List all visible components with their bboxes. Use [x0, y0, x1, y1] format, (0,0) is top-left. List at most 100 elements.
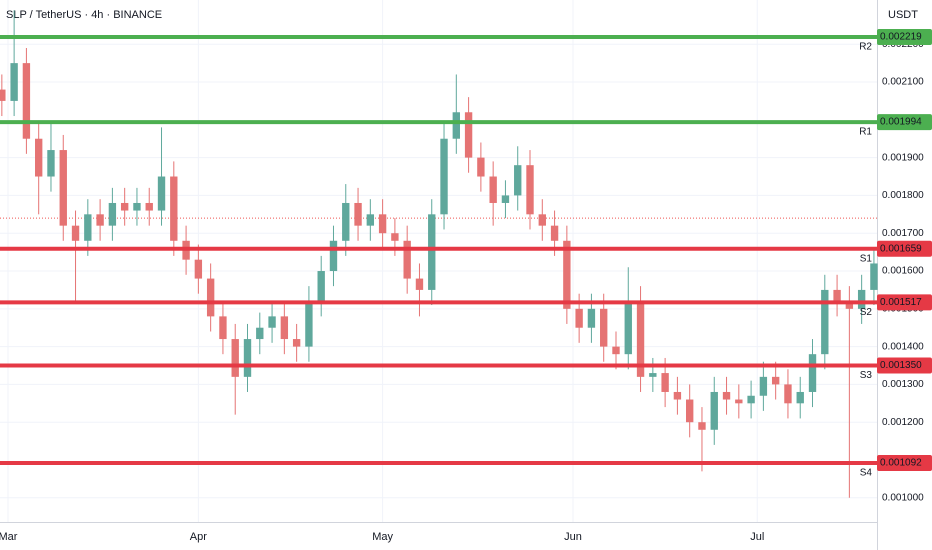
- candle-body: [10, 63, 18, 101]
- candle-body: [317, 271, 325, 302]
- y-tick-label: 0.001600: [882, 266, 924, 277]
- candle-body: [747, 395, 755, 404]
- x-tick-label: Mar: [0, 531, 18, 543]
- candle-body: [256, 327, 264, 340]
- candle-body: [501, 195, 510, 203]
- candle-body: [612, 346, 620, 355]
- candle-body: [403, 240, 411, 279]
- candle-body: [366, 214, 375, 226]
- candle-body: [587, 308, 596, 328]
- candle-body: [477, 157, 485, 177]
- y-tick-label: 0.001000: [882, 492, 924, 503]
- x-tick-label: Apr: [190, 531, 207, 543]
- candle-body: [821, 289, 829, 355]
- level-value-label: 0.001659: [880, 243, 922, 254]
- level-value-label: 0.001517: [880, 297, 922, 308]
- candle-body: [575, 308, 583, 328]
- candle-body: [698, 422, 706, 430]
- candle-body: [600, 308, 608, 347]
- candle-body: [452, 112, 460, 139]
- candle-body: [378, 214, 387, 234]
- level-name: R1: [859, 127, 872, 138]
- candle-body: [206, 278, 215, 317]
- candle-body: [428, 214, 436, 290]
- candle-body: [673, 391, 682, 400]
- level-badge: [877, 357, 932, 374]
- candle-body: [194, 259, 203, 279]
- level-badge: [877, 29, 932, 46]
- candle-body: [354, 202, 362, 226]
- candle-body: [96, 214, 104, 226]
- candle-body: [342, 202, 350, 241]
- candle-body: [771, 376, 780, 385]
- candle-body: [636, 301, 645, 377]
- candle-body: [157, 176, 166, 211]
- candle-body: [268, 316, 276, 328]
- level-badge: [877, 114, 932, 131]
- candle-body: [292, 339, 301, 347]
- candle-body: [0, 89, 6, 101]
- candle-body: [231, 339, 239, 377]
- level-badge: [877, 240, 932, 257]
- candle-body: [22, 63, 31, 139]
- candle-body: [686, 399, 694, 423]
- level-badge: [877, 455, 932, 472]
- candle-body: [243, 339, 252, 377]
- y-tick-label: 0.001400: [882, 341, 924, 352]
- candle-body: [440, 138, 448, 215]
- candle-body: [833, 289, 841, 302]
- candle-body: [624, 301, 632, 355]
- candle-body: [35, 138, 43, 177]
- candle-body: [305, 301, 313, 347]
- candle-body: [563, 240, 571, 309]
- y-axis-label: USDT: [888, 9, 918, 21]
- candle-body: [710, 391, 718, 430]
- candle-body: [845, 301, 854, 309]
- chart-title: SLP / TetherUS · 4h · BINANCE: [6, 9, 162, 21]
- level-value-label: 0.001092: [880, 458, 922, 469]
- candle-body: [47, 150, 55, 177]
- candle-body: [735, 399, 743, 404]
- candle-body: [759, 376, 768, 396]
- candle-body: [661, 373, 669, 392]
- level-name: S4: [860, 468, 873, 479]
- candle-body: [550, 225, 559, 241]
- y-tick-label: 0.001800: [882, 190, 924, 201]
- candle-body: [108, 202, 117, 226]
- candle-body: [219, 316, 227, 340]
- candle-body: [514, 165, 522, 196]
- candle-body: [391, 233, 399, 241]
- candle-body: [808, 354, 817, 392]
- candle-body: [133, 202, 141, 211]
- candle-body: [84, 214, 92, 241]
- candle-body: [415, 278, 424, 290]
- candle-body: [857, 289, 866, 309]
- candle-body: [120, 202, 129, 211]
- candle-body: [170, 176, 178, 241]
- level-name: S2: [860, 307, 873, 318]
- x-tick-label: Jul: [750, 531, 764, 543]
- x-tick-label: Jun: [564, 531, 582, 543]
- candle-body: [649, 373, 657, 377]
- y-tick-label: 0.001200: [882, 417, 924, 428]
- grid: [0, 0, 877, 522]
- candle-body: [538, 214, 546, 226]
- level-name: R2: [859, 42, 872, 53]
- candle-body: [489, 176, 497, 203]
- level-name: S1: [860, 253, 873, 264]
- candle-body: [722, 391, 731, 400]
- candle-body: [870, 263, 878, 290]
- level-badge: [877, 294, 932, 311]
- candle-body: [71, 225, 80, 241]
- candle-body: [784, 384, 792, 404]
- level-value-label: 0.002219: [880, 32, 922, 43]
- y-tick-label: 0.001900: [882, 152, 924, 163]
- y-tick-label: 0.001700: [882, 228, 924, 239]
- candle-body: [526, 165, 534, 215]
- candle-body: [796, 391, 804, 404]
- candle-body: [145, 202, 153, 211]
- candle-body: [59, 150, 67, 226]
